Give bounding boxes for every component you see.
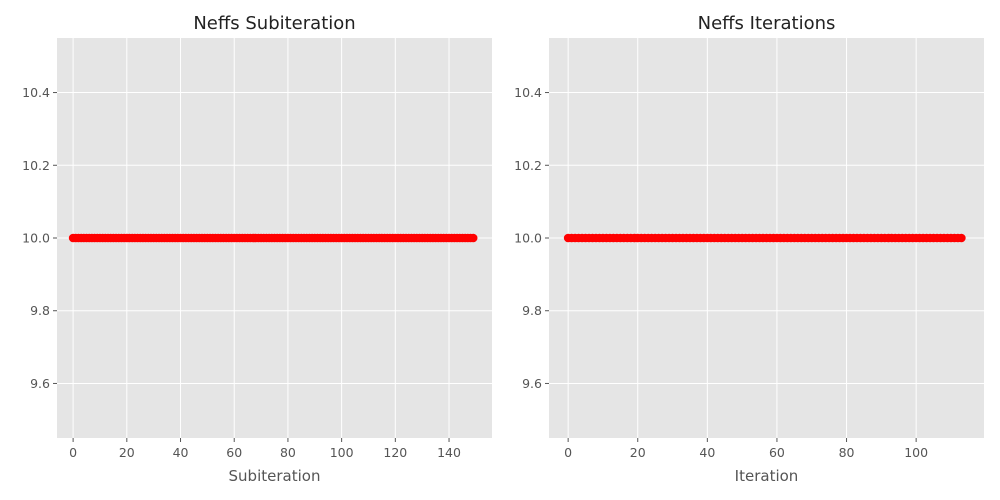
x-axis-label-right: Iteration	[735, 467, 799, 485]
scatter-series-right	[563, 233, 966, 243]
x-axis-label-left: Subiteration	[229, 467, 321, 485]
left-subplot: 0 20 40 60 80 100 120 140 9.6 9.8 10.0 10.2 10.4 Nef…	[22, 13, 492, 485]
y-tick-label-right: 10.2	[514, 158, 542, 173]
chart-title-right: Neffs Iterations	[698, 13, 836, 34]
x-tick-label-right: 100	[904, 445, 928, 460]
y-tick-label-right: 10.0	[514, 231, 542, 246]
x-tick-label-right: 0	[564, 445, 572, 460]
y-tick-label-left: 10.0	[22, 231, 50, 246]
x-tick-label-left: 20	[119, 445, 135, 460]
x-tick-label-left: 40	[173, 445, 189, 460]
x-tick-label-left: 100	[330, 445, 354, 460]
data-point-right	[957, 233, 966, 243]
x-tick-label-left: 80	[280, 445, 296, 460]
scatter-series-left	[68, 233, 478, 243]
y-tick-label-right: 9.6	[522, 376, 542, 391]
y-tick-label-left: 9.8	[30, 303, 50, 318]
x-tick-label-left: 0	[69, 445, 77, 460]
x-tick-label-right: 40	[699, 445, 715, 460]
x-tick-label-left: 60	[226, 445, 242, 460]
x-tick-label-right: 80	[839, 445, 855, 460]
x-tick-label-left: 140	[437, 445, 461, 460]
y-tick-label-left: 10.4	[22, 85, 50, 100]
axes-ticks-left: 0 20 40 60 80 100 120 140 9.6 9.8 10.0 10.2 10.4	[22, 85, 461, 460]
y-tick-label-left: 10.2	[22, 158, 50, 173]
x-tick-label-right: 20	[630, 445, 646, 460]
chart-title-left: Neffs Subiteration	[193, 13, 355, 34]
y-tick-label-right: 9.8	[522, 303, 542, 318]
right-subplot: 0 20 40 60 80 100 9.6 9.8 10.0 10.2 10.4 Neffs Ite…	[514, 13, 984, 485]
y-tick-label-right: 10.4	[514, 85, 542, 100]
x-tick-label-left: 120	[383, 445, 407, 460]
x-tick-label-right: 60	[769, 445, 785, 460]
y-tick-label-left: 9.6	[30, 376, 50, 391]
data-point-left	[468, 233, 478, 243]
axes-ticks-right: 0 20 40 60 80 100 9.6 9.8 10.0 10.2 10.4	[514, 85, 928, 460]
